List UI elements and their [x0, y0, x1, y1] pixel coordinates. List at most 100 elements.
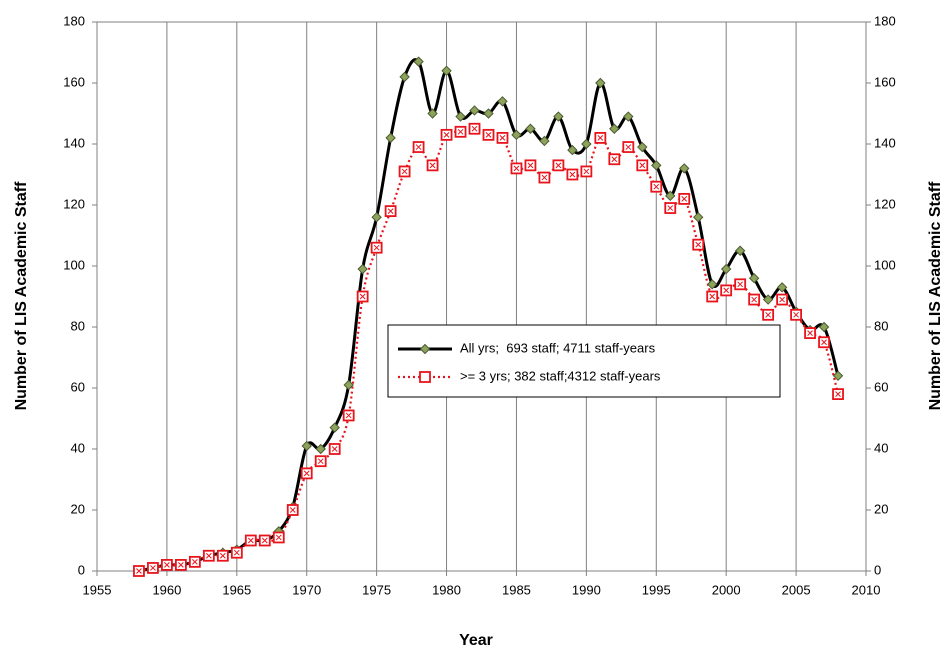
y2-tick-label: 80 — [874, 318, 888, 333]
point-cross — [639, 162, 646, 169]
point-cross — [261, 537, 268, 544]
x-tick-label: 1960 — [152, 582, 181, 597]
point-cross — [317, 458, 324, 465]
point — [748, 293, 761, 306]
point — [706, 279, 718, 290]
point-cross — [765, 311, 771, 318]
x-tick-label: 2005 — [782, 582, 811, 597]
legend-label: All yrs; 693 staff; 4711 staff-years — [460, 340, 656, 355]
point-cross — [457, 128, 464, 135]
y-tick-label: 60 — [71, 379, 85, 394]
point-cross — [136, 568, 142, 574]
point — [413, 56, 424, 67]
point — [748, 272, 760, 284]
x-tick-label: 1965 — [222, 582, 251, 597]
point — [567, 144, 578, 156]
point — [636, 159, 649, 172]
point — [426, 159, 439, 172]
point-cross — [695, 241, 702, 248]
point — [776, 293, 789, 306]
point — [399, 71, 410, 83]
point — [301, 440, 312, 452]
point — [272, 531, 285, 544]
point — [357, 263, 368, 275]
point — [776, 282, 788, 293]
point — [832, 388, 844, 401]
point-cross — [164, 562, 170, 568]
point-cross — [192, 558, 198, 565]
point-cross — [541, 174, 548, 181]
point — [469, 105, 480, 116]
point-cross — [289, 507, 296, 513]
point-cross — [723, 287, 730, 294]
point — [665, 190, 676, 202]
point — [329, 422, 340, 433]
point-cross — [737, 281, 744, 288]
point — [133, 565, 145, 577]
legend: All yrs; 693 staff; 4711 staff-years >= 3… — [387, 324, 781, 398]
point — [300, 467, 313, 480]
point — [525, 123, 536, 134]
point — [244, 534, 257, 547]
point — [356, 290, 369, 303]
x-tick-label: 1995 — [642, 582, 671, 597]
point — [524, 159, 537, 172]
point — [202, 549, 215, 562]
x-axis-label: Year — [459, 632, 493, 649]
point — [651, 160, 662, 171]
y-tick-label: 180 — [63, 13, 85, 28]
legend-marker — [419, 343, 431, 355]
y2-tick-label: 0 — [874, 562, 881, 577]
x-tick-label: 1970 — [292, 582, 321, 597]
point — [637, 141, 648, 153]
point — [553, 111, 564, 122]
point — [343, 379, 354, 391]
point-cross — [471, 125, 478, 132]
point-cross — [387, 208, 394, 214]
y2-axis-label: Number of LIS Academic Staff — [927, 181, 944, 410]
point-cross — [499, 135, 506, 141]
y-tick-label: 80 — [71, 318, 85, 333]
point — [580, 165, 593, 178]
point — [483, 108, 494, 119]
point-cross — [429, 162, 436, 169]
point-cross — [751, 296, 757, 303]
point — [720, 263, 732, 275]
point — [693, 211, 704, 223]
point-cross — [611, 156, 618, 163]
point — [692, 238, 705, 251]
y2-tick-label: 40 — [874, 440, 888, 455]
point-cross — [275, 534, 282, 541]
point — [342, 409, 355, 422]
point-cross — [779, 296, 785, 303]
legend-box — [387, 324, 781, 398]
point — [650, 180, 663, 193]
point — [818, 336, 830, 349]
point — [734, 245, 746, 256]
x-tick-label: 1985 — [502, 582, 531, 597]
point — [496, 131, 509, 144]
point-cross — [835, 391, 841, 397]
x-tick-label: 1980 — [432, 582, 461, 597]
legend-symbol — [419, 371, 431, 383]
point-cross — [331, 446, 338, 452]
point — [258, 534, 271, 547]
point-cross — [443, 131, 450, 138]
point — [538, 171, 551, 184]
point — [427, 108, 438, 119]
point-cross — [513, 165, 520, 172]
point-cross — [569, 171, 576, 178]
point — [762, 308, 775, 321]
y-tick-label: 40 — [71, 440, 85, 455]
y-tick-label: 20 — [71, 501, 85, 516]
point — [328, 443, 341, 455]
point — [188, 555, 201, 568]
point — [608, 153, 621, 166]
point — [790, 308, 802, 321]
point — [552, 159, 565, 172]
x-tick-label: 2000 — [712, 582, 741, 597]
point — [230, 546, 243, 559]
y2-tick-label: 120 — [874, 196, 896, 211]
point — [315, 443, 326, 455]
